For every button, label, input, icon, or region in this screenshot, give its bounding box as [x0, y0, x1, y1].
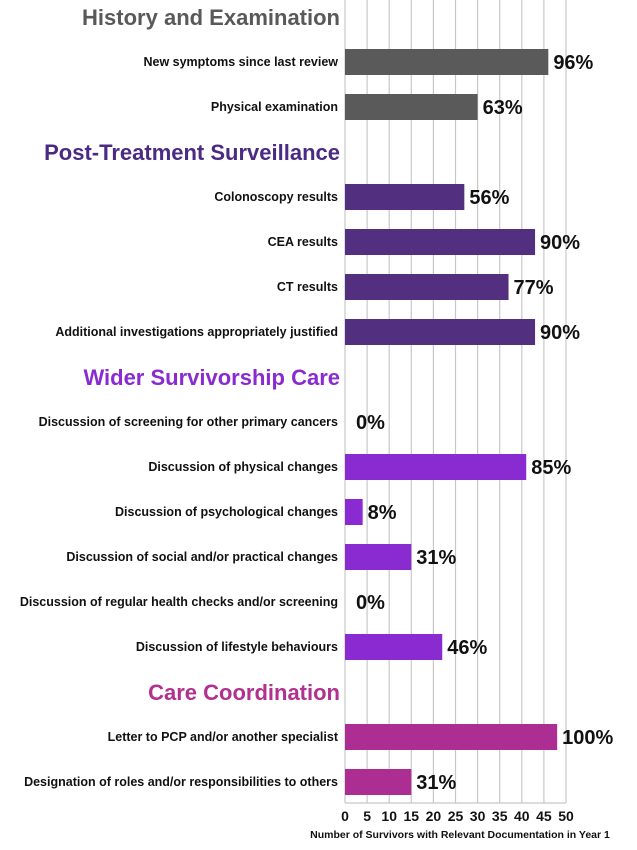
- data-label: 100%: [562, 727, 613, 749]
- category-label: Letter to PCP and/or another specialist: [108, 730, 339, 744]
- x-tick-label: 5: [363, 808, 371, 824]
- category-label: Discussion of screening for other primar…: [39, 415, 338, 429]
- bar: [345, 454, 527, 480]
- x-tick-label: 0: [341, 808, 349, 824]
- data-label: 8%: [368, 502, 397, 524]
- category-label: Colonoscopy results: [214, 190, 338, 204]
- data-label: 90%: [540, 232, 580, 254]
- x-axis-label: Number of Survivors with Relevant Docume…: [310, 829, 610, 841]
- section-title: Post-Treatment Surveillance: [44, 140, 340, 165]
- section-title: History and Examination: [82, 5, 340, 30]
- bar: [345, 184, 465, 210]
- x-tick-label: 35: [492, 808, 508, 824]
- x-tick-label: 50: [558, 808, 574, 824]
- data-label: 31%: [416, 547, 456, 569]
- x-tick-label: 40: [514, 808, 530, 824]
- category-label: Discussion of lifestyle behaviours: [136, 640, 338, 654]
- x-tick-label: 45: [536, 808, 552, 824]
- category-label: CEA results: [268, 235, 338, 249]
- data-label: 0%: [356, 592, 385, 614]
- data-label: 63%: [483, 97, 523, 119]
- bar: [345, 499, 363, 525]
- category-label: CT results: [277, 280, 338, 294]
- bar: [345, 49, 549, 75]
- category-label: Discussion of physical changes: [148, 460, 338, 474]
- bar: [345, 229, 536, 255]
- category-label: New symptoms since last review: [143, 55, 338, 69]
- data-label: 0%: [356, 412, 385, 434]
- data-label: 31%: [416, 772, 456, 794]
- category-label: Designation of roles and/or responsibili…: [24, 775, 338, 789]
- gridlines: [344, 0, 567, 804]
- bars: [345, 49, 558, 795]
- x-axis: Number of Survivors with Relevant Docume…: [310, 808, 610, 841]
- data-label: 46%: [447, 637, 487, 659]
- bar: [345, 319, 536, 345]
- x-tick-label: 30: [470, 808, 486, 824]
- category-label: Discussion of social and/or practical ch…: [66, 550, 338, 564]
- category-label: Discussion of regular health checks and/…: [20, 595, 338, 609]
- x-tick-label: 10: [381, 808, 397, 824]
- data-label: 56%: [469, 187, 509, 209]
- section-title: Wider Survivorship Care: [83, 365, 340, 390]
- x-tick-label: 20: [426, 808, 442, 824]
- category-label: Physical examination: [211, 100, 338, 114]
- category-label: Discussion of psychological changes: [115, 505, 338, 519]
- bar: [345, 94, 478, 120]
- bar: [345, 544, 412, 570]
- bar: [345, 724, 558, 750]
- category-label: Additional investigations appropriately …: [55, 325, 338, 339]
- x-tick-label: 25: [448, 808, 464, 824]
- category-labels: History and Examination New symptoms sinc…: [20, 5, 614, 794]
- data-label: 90%: [540, 322, 580, 344]
- bar: [345, 274, 509, 300]
- data-label: 85%: [531, 457, 571, 479]
- data-label: 77%: [514, 277, 554, 299]
- bar: [345, 634, 443, 660]
- bar: [345, 769, 412, 795]
- data-label: 96%: [553, 52, 593, 74]
- x-tick-label: 15: [404, 808, 420, 824]
- section-title: Care Coordination: [148, 680, 340, 705]
